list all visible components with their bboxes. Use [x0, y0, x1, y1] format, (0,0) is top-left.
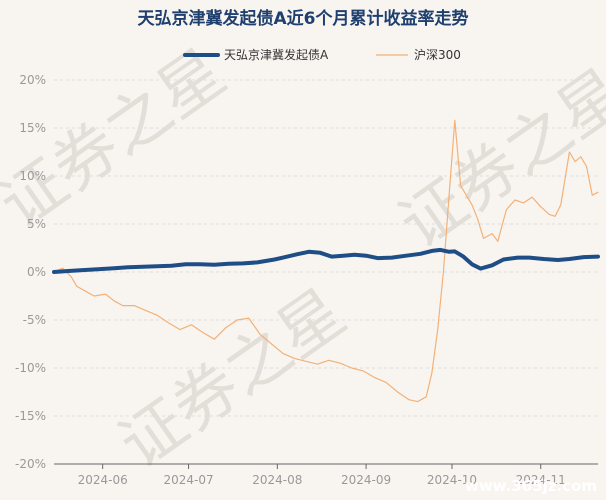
legend: 天弘京津冀发起债A 沪深300 — [183, 47, 461, 62]
y-tick-label: -5% — [23, 313, 46, 327]
x-tick-label: 2024-06 — [78, 473, 128, 487]
x-tick-label: 2024-10 — [427, 473, 477, 487]
legend-label-fund: 天弘京津冀发起债A — [224, 47, 329, 62]
x-tick-label: 2024-08 — [252, 473, 302, 487]
y-tick-label: 10% — [19, 169, 46, 183]
y-tick-label: 20% — [19, 73, 46, 87]
y-axis-ticks: -20% -15% -10% -5% 0% 5% 10% 15% 20% — [15, 73, 46, 471]
x-tick-label: 2024-09 — [341, 473, 391, 487]
series-line-index — [53, 119, 599, 403]
x-tick-label: 2024-11 — [516, 473, 566, 487]
watermark-text: 证券之星 — [107, 276, 359, 483]
y-tick-label: -20% — [15, 457, 46, 471]
legend-label-index: 沪深300 — [414, 48, 461, 62]
watermark-text: 证券之星 — [0, 36, 239, 243]
x-tick-label: 2024-07 — [163, 473, 213, 487]
series-line-fund — [52, 247, 600, 274]
site-badge: www.365jz.com — [465, 477, 597, 495]
y-tick-label: -10% — [15, 361, 46, 375]
series-layer — [52, 119, 600, 403]
x-axis: 2024-06 2024-07 2024-08 2024-09 2024-10 2024-… — [54, 463, 598, 487]
y-tick-label: 15% — [19, 121, 46, 135]
site-watermark: www.365jz.com — [465, 477, 597, 495]
chart-title: 天弘京津冀发起债A近6个月累计收益率走势 — [138, 8, 469, 29]
y-tick-label: -15% — [15, 409, 46, 423]
y-tick-label: 0% — [27, 265, 46, 279]
y-tick-label: 5% — [27, 217, 46, 231]
